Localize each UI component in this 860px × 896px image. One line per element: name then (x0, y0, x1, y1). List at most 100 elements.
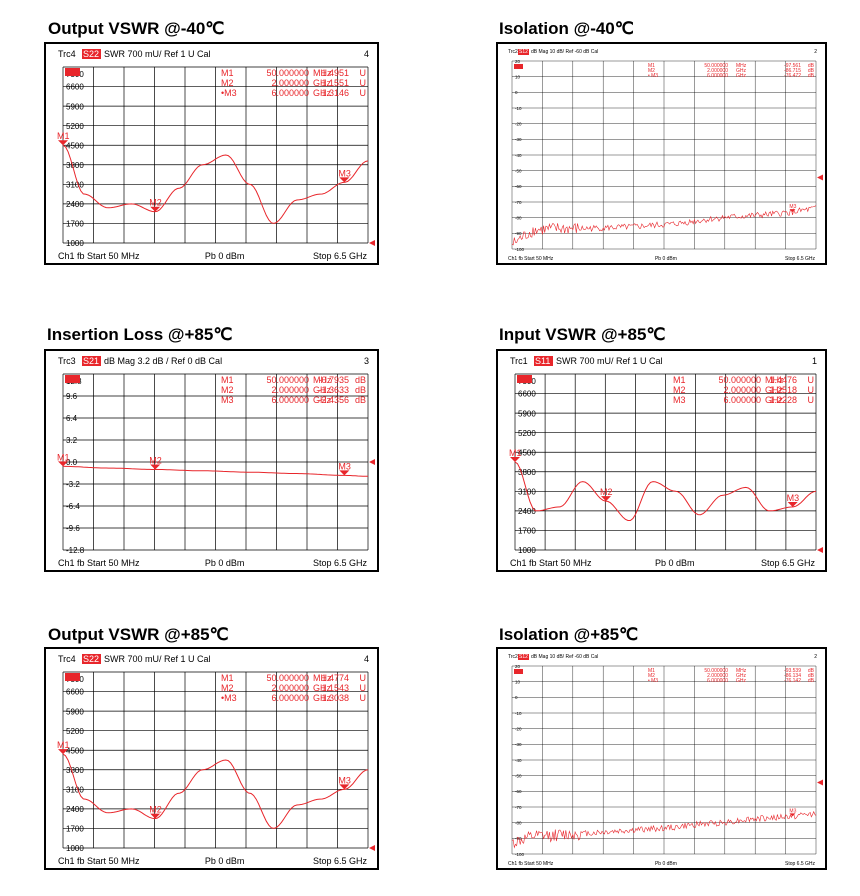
marker-freq-unit: GHz (313, 78, 332, 88)
marker-freq: 6.000000 (707, 678, 728, 684)
channel-number: 3 (364, 356, 369, 366)
marker-value-unit: dB (355, 375, 366, 385)
marker-triangle (58, 749, 68, 755)
marker-freq: 50.000000 (266, 673, 309, 683)
y-tick-label: -70 (515, 805, 522, 810)
y-tick-label: -10 (515, 106, 522, 111)
marker-freq: 2.000000 (723, 385, 761, 395)
marker-triangle (789, 813, 796, 817)
trace-line (514, 461, 817, 521)
trace-line (511, 810, 817, 849)
marker-freq: 2.000000 (271, 385, 309, 395)
header-format: dB Mag 10 dB/ Ref -60 dB Cal (531, 654, 598, 660)
y-tick-label: -60 (515, 184, 522, 189)
marker-value: -86.134 (784, 673, 801, 679)
marker-freq-unit: GHz (765, 385, 784, 395)
trace-line (62, 465, 368, 477)
ref-arrow (817, 779, 823, 786)
y-tick-label: 3100 (66, 180, 84, 189)
ref-arrow (369, 240, 375, 246)
marker-label: M2 (149, 198, 162, 208)
y-tick-label: -10 (515, 711, 522, 716)
ref-badge (514, 669, 523, 674)
y-tick-label: 2400 (66, 200, 84, 209)
marker-freq-unit: GHz (736, 673, 747, 679)
marker-label: M1 (57, 452, 70, 462)
param-badge (518, 49, 529, 55)
y-tick-label: -60 (515, 789, 522, 794)
param-label: S22 (83, 654, 99, 664)
marker-triangle (789, 209, 796, 213)
channel-number: 2 (814, 49, 817, 55)
ref-arrow (817, 174, 823, 181)
marker-name: M1 (221, 375, 234, 385)
marker-value: 1.4476 (769, 375, 797, 385)
marker-freq-unit: MHz (313, 673, 332, 683)
y-tick-label: 20 (515, 59, 521, 64)
y-tick-label: 3.2 (66, 436, 78, 445)
marker-value-unit: dB (808, 668, 815, 674)
trace-label: Trc3 (58, 356, 76, 366)
y-tick-label: -9.6 (66, 524, 80, 533)
marker-value-unit: dB (808, 673, 815, 679)
header-format: dB Mag 3.2 dB / Ref 0 dB Cal (104, 356, 222, 366)
trace-line (62, 144, 369, 224)
y-tick-label: -30 (515, 742, 522, 747)
marker-freq-unit: GHz (765, 395, 784, 405)
channel-number: 2 (814, 654, 817, 660)
param-badge (82, 49, 101, 59)
marker-value: -0.7935 (318, 375, 349, 385)
marker-name: M2 (221, 385, 234, 395)
marker-value-unit: U (808, 395, 815, 405)
y-tick-label: -6.4 (66, 502, 80, 511)
marker-triangle (150, 206, 161, 212)
trace-label: Trc1 (510, 356, 528, 366)
y-tick-label: -50 (515, 168, 522, 173)
marker-value: 1.3038 (321, 693, 349, 703)
y-tick-label: 5200 (518, 429, 536, 438)
ref-arrow (369, 845, 375, 851)
footer-start: Ch1 fb Start 50 MHz (508, 256, 554, 262)
y-tick-label: 6600 (66, 688, 84, 697)
marker-name: •M3 (221, 88, 237, 98)
marker-triangle (510, 457, 520, 462)
marker-freq: 6.000000 (271, 395, 309, 405)
footer-power: Pb 0 dBm (655, 861, 677, 867)
y-tick-label: -20 (515, 726, 522, 731)
marker-name: M3 (673, 395, 686, 405)
marker-freq-unit: GHz (313, 385, 332, 395)
y-tick-label: -90 (515, 231, 522, 236)
chart-frame: Trc2 S12 dB Mag 10 dB/ Ref -60 dB Cal 2 20 10… (496, 647, 827, 870)
y-tick-label: 3100 (66, 785, 84, 794)
footer-start: Ch1 fb Start 50 MHz (510, 558, 592, 568)
y-tick-label: -12.8 (66, 546, 85, 555)
header-format: SWR 700 mU/ Ref 1 U Cal (556, 356, 663, 366)
param-label: S21 (83, 356, 99, 366)
marker-value-unit: dB (808, 73, 815, 79)
marker-value: -93.539 (784, 668, 801, 674)
y-tick-label: 0.0 (66, 458, 78, 467)
trace-label: Trc2 (508, 654, 518, 660)
marker-freq-unit: GHz (736, 73, 747, 79)
marker-value-unit: U (360, 88, 367, 98)
footer-start: Ch1 fb Start 50 MHz (58, 558, 140, 568)
marker-freq-unit: MHz (736, 668, 747, 674)
y-tick-label: 5900 (518, 409, 536, 418)
marker-label: M2 (149, 805, 162, 815)
marker-value: -76.472 (784, 73, 801, 79)
y-tick-label: 5900 (66, 102, 84, 111)
marker-value-unit: U (808, 375, 815, 385)
y-tick-label: -70 (515, 200, 522, 205)
marker-value-unit: U (360, 78, 367, 88)
y-tick-label: 5200 (66, 727, 84, 736)
marker-value: -97.561 (784, 63, 801, 69)
ref-badge (65, 673, 80, 681)
panel-title: Isolation @-40℃ (499, 19, 634, 38)
header-format: dB Mag 10 dB/ Ref -60 dB Cal (531, 49, 598, 55)
y-tick-label: -50 (515, 773, 522, 778)
marker-value-unit: dB (355, 385, 366, 395)
y-tick-label: 10 (515, 74, 521, 79)
